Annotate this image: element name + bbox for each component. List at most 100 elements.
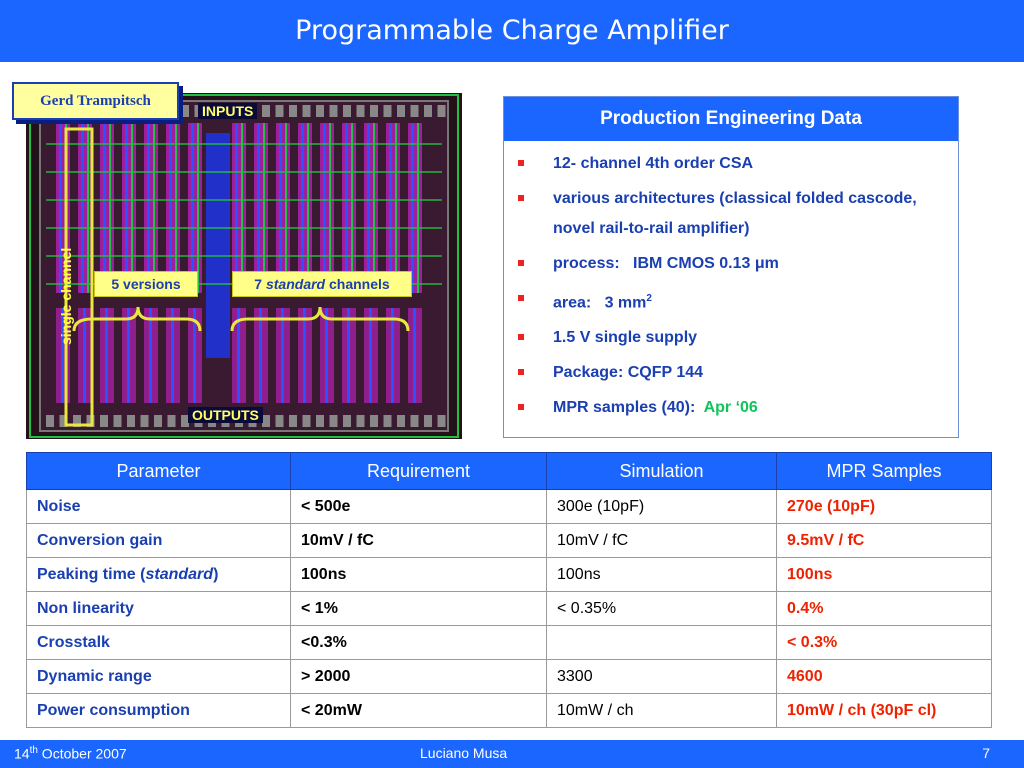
- chip-metal-line: [263, 123, 265, 293]
- chip-pad: [113, 415, 122, 427]
- footer-date: 14th October 2007: [14, 745, 127, 762]
- bullet-icon: [518, 260, 524, 266]
- area-superscript: 2: [646, 293, 652, 304]
- chip-pad: [59, 415, 68, 427]
- chip-metal-line: [301, 123, 304, 293]
- chip-pad: [302, 105, 311, 117]
- param-italic: standard: [145, 565, 214, 583]
- chip-channel-column: [342, 123, 356, 293]
- chip-metal-line: [259, 308, 262, 403]
- date-sup: th: [29, 745, 38, 756]
- list-item: various architectures (classical folded …: [504, 184, 958, 244]
- chip-metal-line: [345, 123, 348, 293]
- item-text: 12- channel 4th order CSA: [553, 155, 754, 172]
- chip-metal-line: [237, 308, 240, 403]
- chip-pad: [275, 105, 284, 117]
- cell-parameter: Non linearity: [26, 591, 291, 626]
- chip-channel-column: [78, 123, 92, 293]
- chip-metal-line: [171, 308, 174, 403]
- chip-pad: [73, 415, 81, 427]
- chip-pad: [410, 105, 419, 117]
- chip-metal-line: [411, 123, 414, 293]
- chip-pad: [140, 415, 149, 427]
- chip-metal-line: [147, 123, 150, 293]
- chip-pad: [397, 105, 405, 117]
- cell-parameter: Noise: [26, 489, 291, 524]
- channels-italic: standard: [265, 276, 326, 292]
- production-data-list: 12- channel 4th order CSA various archit…: [504, 141, 958, 423]
- mpr-date: Apr ‘06: [703, 399, 758, 417]
- table-row: Crosstalk <0.3% < 0.3%: [26, 625, 992, 660]
- cell-mpr: 4600: [776, 659, 992, 694]
- chip-metal-line: [323, 123, 326, 293]
- channels-suffix: channels: [325, 276, 390, 292]
- chip-metal-line: [193, 308, 196, 403]
- chip-pad: [127, 415, 135, 427]
- chip-metal-line: [347, 308, 350, 403]
- table-row: Peaking time (standard) 100ns 100ns 100n…: [26, 557, 992, 592]
- chip-metal-line: [303, 308, 306, 403]
- cell-requirement: < 1%: [290, 591, 547, 626]
- chip-channel-column: [320, 123, 334, 293]
- chip-pad: [46, 415, 54, 427]
- inputs-label: INPUTS: [198, 103, 258, 119]
- chip-metal-line: [395, 123, 397, 293]
- table-header-row: Parameter Requirement Simulation MPR Sam…: [26, 452, 992, 490]
- item-text: MPR samples (40):: [553, 399, 704, 417]
- chip-channel-column: [408, 123, 422, 293]
- chip-channel-column: [166, 123, 180, 293]
- header-mpr-samples: MPR Samples: [776, 452, 992, 490]
- chip-pad: [329, 415, 338, 427]
- chip-pad: [383, 105, 392, 117]
- slide-footer: 14th October 2007 Luciano Musa 7: [0, 740, 1024, 768]
- list-item: 12- channel 4th order CSA: [504, 149, 958, 179]
- chip-pad: [181, 415, 189, 427]
- cell-requirement: < 500e: [290, 489, 547, 524]
- production-data-title: Production Engineering Data: [504, 97, 958, 141]
- chip-metal-line: [325, 308, 328, 403]
- date-rest: October 2007: [37, 745, 127, 762]
- footer-presenter: Luciano Musa: [420, 745, 508, 761]
- chip-metal-line: [153, 123, 155, 293]
- comparison-table: Parameter Requirement Simulation MPR Sam…: [26, 452, 992, 728]
- chip-channel-column: [144, 123, 158, 293]
- chip-central-bus: [206, 133, 230, 358]
- chip-metal-line: [59, 123, 62, 293]
- chip-metal-line: [279, 123, 282, 293]
- chip-metal-line: [175, 123, 177, 293]
- cell-simulation: 3300: [546, 659, 777, 694]
- table-row: Non linearity < 1% < 0.35% 0.4%: [26, 591, 992, 626]
- footer-page-number: 7: [982, 745, 990, 761]
- bullet-icon: [518, 404, 524, 411]
- cell-parameter: Crosstalk: [26, 625, 291, 660]
- chip-metal-line: [109, 123, 111, 293]
- item-text: various architectures (classical folded …: [553, 190, 917, 237]
- chip-channel-column: [386, 123, 400, 293]
- chip-pad: [383, 415, 392, 427]
- chip-layout-drawing: [29, 94, 459, 438]
- cell-requirement: < 20mW: [290, 693, 547, 728]
- bullet-icon: [518, 334, 524, 341]
- chip-pad: [167, 415, 176, 427]
- chip-rail: [46, 255, 442, 257]
- cell-parameter: Power consumption: [26, 693, 291, 728]
- chip-metal-line: [389, 123, 392, 293]
- chip-channel-column: [298, 123, 312, 293]
- chip-metal-line: [285, 123, 287, 293]
- outputs-label: OUTPUTS: [188, 407, 263, 423]
- header-requirement: Requirement: [290, 452, 547, 490]
- chip-metal-line: [307, 123, 309, 293]
- cell-parameter: Conversion gain: [26, 523, 291, 558]
- chip-pad: [181, 105, 189, 117]
- chip-channel-column: [100, 123, 114, 293]
- cell-parameter: Dynamic range: [26, 659, 291, 694]
- chip-guard-ring: [29, 94, 459, 438]
- chip-metal-line: [61, 308, 64, 403]
- date-day: 14: [14, 745, 30, 762]
- chip-metal-line: [391, 308, 394, 403]
- cell-simulation: 10mV / fC: [546, 523, 777, 558]
- chip-pad: [356, 105, 365, 117]
- param-end: ): [213, 565, 219, 583]
- author-label: Gerd Trampitsch: [12, 82, 179, 120]
- chip-channel-column: [254, 123, 268, 293]
